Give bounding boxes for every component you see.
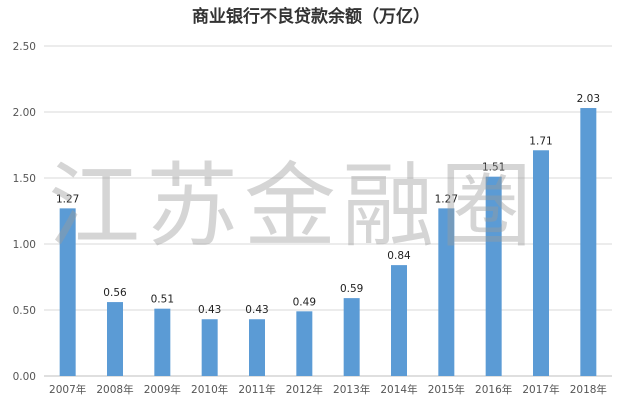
bar	[154, 308, 171, 376]
x-tick-label: 2018年	[570, 383, 607, 396]
y-tick-label: 1.50	[13, 173, 36, 185]
data-label: 0.49	[293, 296, 316, 308]
bar	[533, 150, 549, 376]
chart-title: 商业银行不良贷款余额（万亿）	[192, 6, 430, 27]
y-tick-label: 0.00	[13, 371, 36, 383]
x-tick-label: 2017年	[522, 383, 559, 396]
watermark-text: 江苏金融圈	[48, 153, 538, 260]
y-tick-label: 2.00	[13, 107, 36, 119]
data-label: 0.51	[151, 294, 174, 306]
x-tick-label: 2011年	[238, 383, 275, 396]
y-tick-label: 2.50	[13, 41, 36, 53]
bar	[249, 319, 265, 376]
data-label: 1.51	[482, 162, 505, 174]
x-tick-label: 2008年	[96, 383, 133, 396]
data-label: 0.59	[340, 283, 363, 295]
x-tick-label: 2007年	[49, 383, 86, 396]
x-axis-ticks: 2007年 2008年 2009年 2010年 2011年 2012年 2013年 2014年…	[49, 383, 607, 396]
bar-series	[59, 108, 597, 376]
x-tick-label: 2015年	[428, 383, 465, 396]
y-tick-label: 0.50	[13, 305, 36, 317]
data-label: 1.71	[529, 135, 552, 147]
bar	[59, 208, 76, 376]
bar	[438, 208, 455, 376]
data-labels: 1.27 0.56 0.51 0.43 0.43 0.49 0.59 0.84 1.27 1.51…	[56, 93, 600, 316]
data-label: 0.56	[103, 287, 127, 299]
data-label: 2.03	[577, 93, 600, 105]
bar	[485, 176, 502, 376]
x-tick-label: 2010年	[191, 383, 228, 396]
gridlines	[44, 45, 612, 377]
bar	[107, 302, 123, 376]
data-label: 0.84	[387, 250, 411, 262]
bar	[296, 311, 313, 376]
y-tick-label: 1.00	[13, 239, 36, 251]
bar	[343, 298, 360, 376]
x-tick-label: 2013年	[333, 383, 370, 396]
data-label: 1.27	[435, 193, 458, 205]
x-tick-label: 2012年	[286, 383, 323, 396]
x-tick-label: 2014年	[380, 383, 417, 396]
data-label: 0.43	[198, 304, 221, 316]
data-label: 1.27	[56, 193, 79, 205]
bar	[201, 319, 218, 376]
data-label: 0.43	[245, 304, 268, 316]
bar	[391, 265, 407, 376]
x-tick-label: 2016年	[475, 383, 512, 396]
bar	[580, 108, 597, 376]
x-tick-label: 2009年	[144, 383, 181, 396]
y-axis-ticks: 0.00 0.50 1.00 1.50 2.00 2.50	[13, 41, 36, 383]
